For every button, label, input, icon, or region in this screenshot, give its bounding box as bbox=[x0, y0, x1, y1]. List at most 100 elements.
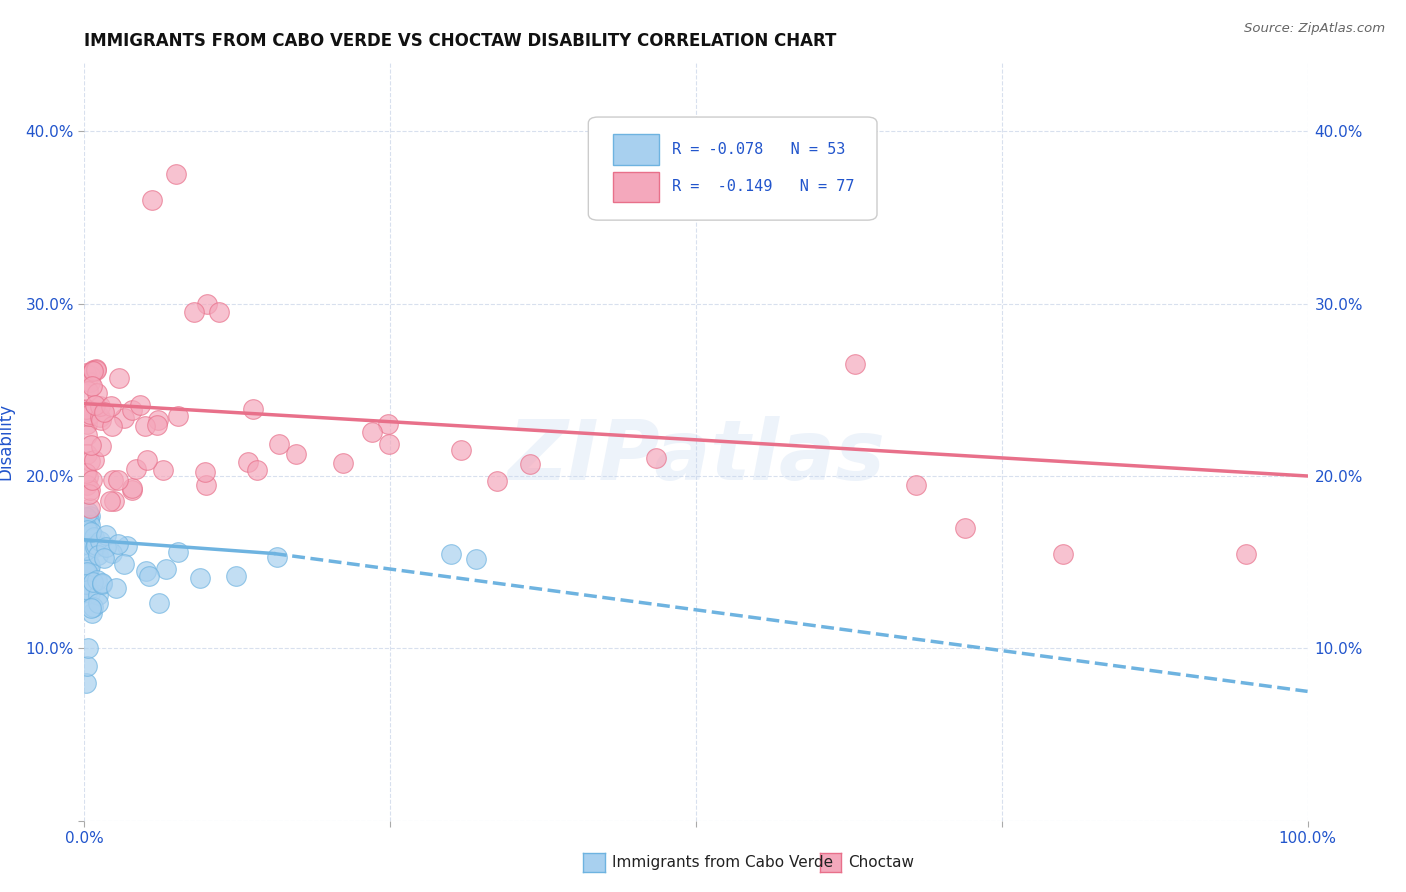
Point bbox=[79, 501, 101, 516]
Point bbox=[76, 478, 98, 492]
Point bbox=[76, 523, 98, 537]
Point bbox=[82, 364, 104, 378]
Point bbox=[112, 411, 135, 425]
Point bbox=[84, 538, 107, 552]
Point bbox=[80, 524, 103, 539]
Point bbox=[79, 407, 101, 421]
Point bbox=[76, 523, 98, 537]
Point bbox=[519, 457, 541, 471]
Point bbox=[80, 378, 103, 392]
Point bbox=[107, 473, 129, 487]
Point bbox=[166, 409, 188, 423]
Point bbox=[93, 405, 115, 419]
Point bbox=[91, 576, 114, 591]
Point bbox=[450, 442, 472, 457]
Text: Immigrants from Cabo Verde: Immigrants from Cabo Verde bbox=[612, 855, 832, 870]
Point bbox=[284, 447, 307, 461]
Point bbox=[86, 573, 108, 587]
Text: Choctaw: Choctaw bbox=[848, 855, 914, 870]
Point bbox=[79, 375, 101, 389]
Point bbox=[87, 548, 110, 562]
Point bbox=[84, 362, 107, 376]
Point bbox=[208, 305, 231, 319]
Point bbox=[195, 296, 218, 310]
Point bbox=[89, 533, 111, 548]
Point bbox=[166, 545, 188, 559]
Point bbox=[146, 412, 169, 426]
Point bbox=[242, 402, 264, 417]
Point bbox=[183, 305, 205, 319]
Point bbox=[77, 641, 100, 656]
Point bbox=[194, 465, 217, 479]
Point bbox=[135, 564, 157, 578]
Point bbox=[165, 168, 187, 182]
Y-axis label: Disability: Disability bbox=[0, 403, 14, 480]
Point bbox=[101, 546, 124, 560]
Point bbox=[93, 550, 115, 565]
Point bbox=[121, 481, 143, 495]
Point bbox=[1236, 547, 1258, 561]
Point bbox=[117, 539, 139, 553]
Point bbox=[83, 530, 105, 544]
Point bbox=[332, 456, 354, 470]
Point bbox=[76, 470, 98, 484]
Point bbox=[75, 402, 97, 417]
Point bbox=[76, 505, 98, 519]
Text: IMMIGRANTS FROM CABO VERDE VS CHOCTAW DISABILITY CORRELATION CHART: IMMIGRANTS FROM CABO VERDE VS CHOCTAW DI… bbox=[84, 32, 837, 50]
Point bbox=[77, 404, 100, 418]
Point bbox=[129, 399, 152, 413]
Point bbox=[77, 583, 100, 598]
Point bbox=[75, 582, 97, 596]
Point bbox=[953, 521, 976, 535]
Point bbox=[84, 540, 107, 554]
Point bbox=[146, 418, 169, 433]
Point bbox=[87, 596, 110, 610]
Point bbox=[107, 371, 129, 385]
Point bbox=[83, 453, 105, 467]
FancyBboxPatch shape bbox=[613, 135, 659, 165]
Point bbox=[82, 575, 104, 590]
Point bbox=[100, 494, 122, 508]
Point bbox=[225, 568, 247, 582]
Text: Source: ZipAtlas.com: Source: ZipAtlas.com bbox=[1244, 22, 1385, 36]
Point bbox=[89, 399, 111, 413]
Point bbox=[75, 573, 97, 587]
Point bbox=[79, 518, 101, 533]
Point bbox=[87, 588, 110, 602]
Point bbox=[121, 483, 143, 498]
Point bbox=[138, 568, 160, 582]
Point bbox=[79, 585, 101, 599]
Point bbox=[135, 452, 157, 467]
Point bbox=[90, 413, 112, 427]
Point bbox=[377, 437, 399, 451]
Point bbox=[134, 419, 156, 434]
Point bbox=[360, 425, 382, 439]
Point bbox=[103, 493, 125, 508]
Point bbox=[125, 461, 148, 475]
Point bbox=[76, 447, 98, 461]
Point bbox=[75, 510, 97, 524]
Point bbox=[266, 550, 288, 565]
Point bbox=[91, 577, 114, 591]
Point bbox=[79, 508, 101, 523]
FancyBboxPatch shape bbox=[588, 117, 877, 220]
Point bbox=[75, 366, 97, 380]
Point bbox=[485, 475, 508, 489]
Point bbox=[76, 417, 98, 431]
Point bbox=[79, 438, 101, 452]
Point bbox=[194, 478, 217, 492]
Point bbox=[76, 566, 98, 580]
Point bbox=[100, 400, 122, 414]
Point bbox=[236, 454, 259, 468]
Text: ZIPatlas: ZIPatlas bbox=[508, 417, 884, 497]
Point bbox=[905, 477, 928, 491]
Point bbox=[101, 473, 124, 487]
Point bbox=[121, 403, 143, 417]
Point bbox=[76, 542, 98, 557]
Point bbox=[188, 571, 211, 585]
Point bbox=[101, 419, 124, 434]
Point bbox=[77, 487, 100, 501]
Point bbox=[464, 551, 486, 566]
Point bbox=[152, 463, 174, 477]
Point bbox=[155, 562, 177, 576]
